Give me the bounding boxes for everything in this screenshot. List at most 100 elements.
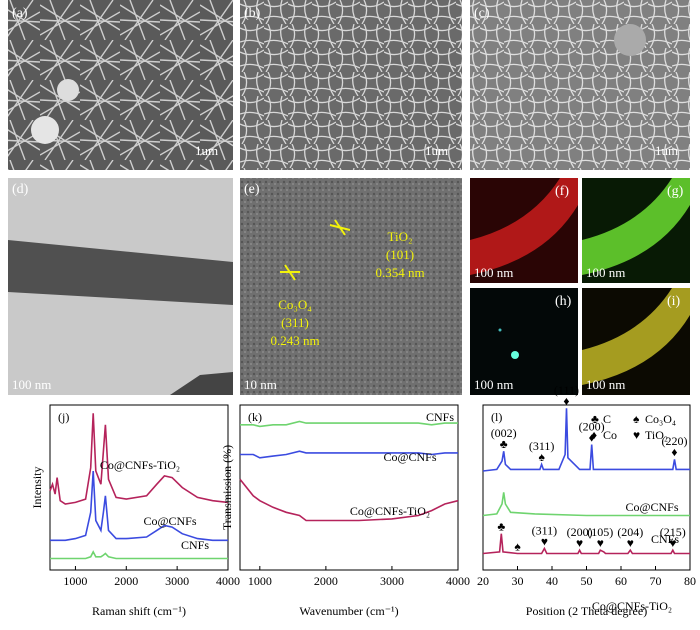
element-map [582,178,690,275]
x-tick-label: 3000 [165,574,189,588]
series-line [50,550,228,560]
peak-symbol: ♥ [627,536,634,550]
panel-label: (c) [474,6,490,21]
peak-label: (200) [567,525,593,539]
panel-label: (f) [555,184,569,199]
panel-label: (d) [12,182,29,197]
peak-symbol: ♣ [497,519,505,533]
series-line [482,533,690,555]
peak-symbol: ♥ [669,536,676,550]
series-label: Co@CNFs-TiO₂ [592,599,672,613]
legend-label: C [603,412,611,426]
panel-label: (j) [58,410,69,424]
annotation: 0.243 nm [270,333,319,348]
series-label: Co@CNFs [143,514,196,528]
x-axis-label: Position (2 Theta degree) [526,604,647,618]
x-tick-label: 4000 [216,574,240,588]
annotation: (311) [281,315,309,330]
element-map [498,328,502,332]
series-label: Co@CNFs-TiO₂ [100,458,180,472]
legend-label: Co₃O₄ [645,412,676,426]
annotation: Co₃O₄ [278,297,312,312]
series-line [482,492,690,517]
peak-label: (311) [532,523,558,537]
x-tick-label: 60 [615,574,627,588]
peak-symbol: ♦ [671,445,677,459]
particle [31,116,59,144]
nanofiber [170,372,233,395]
x-tick-label: 3000 [380,574,404,588]
series-label: Co@CNFs-TiO₂ [350,504,430,518]
x-tick-label: 2000 [114,574,138,588]
x-tick-label: 20 [477,574,489,588]
panel-label: (k) [248,410,262,424]
panel-label: (b) [244,6,261,21]
peak-label: (200) [579,419,605,433]
peak-label: (204) [617,525,643,539]
annotation: 0.354 nm [375,265,424,280]
x-tick-label: 4000 [446,574,470,588]
panel-label: (i) [667,294,681,309]
peak-label: (111) [554,383,579,397]
panel-label: (a) [12,6,28,21]
element-map [582,288,690,385]
x-tick-label: 1000 [248,574,272,588]
x-tick-label: 1000 [63,574,87,588]
particle [614,24,646,56]
x-tick-label: 2000 [314,574,338,588]
x-axis-label: Wavenumber (cm⁻¹) [299,604,398,618]
legend-label: TiO₂ [645,428,668,442]
series-line [50,470,228,542]
series-line [240,450,458,459]
micrographs [8,0,690,395]
peak-symbol: ♣ [500,437,508,451]
panel-label: (h) [555,294,572,309]
scale-bar: 1um [195,143,218,158]
peak-symbol: ♥ [576,536,583,550]
series-line [239,478,459,522]
peak-symbol: ♠ [514,539,521,553]
scale-bar: 100 nm [474,265,513,280]
x-tick-label: 50 [581,574,593,588]
peak-symbol: ♦ [563,394,569,408]
series-line [49,413,229,505]
sem-image [470,0,690,170]
scale-bar: 1um [425,143,448,158]
peak-label: (105) [587,525,613,539]
series-label: Co@CNFs [383,450,436,464]
scale-bar: 100 nm [586,377,625,392]
plot-frame [49,404,229,571]
y-axis-label: Intensity [30,467,44,509]
annotation: TiO₂ [387,229,412,244]
x-tick-label: 30 [512,574,524,588]
legend-symbol: ♥ [633,428,640,442]
peak-label: (215) [660,525,686,539]
series-label: CNFs [651,532,679,546]
particle [57,79,79,101]
nanofiber [8,240,233,305]
panel-label: (l) [491,410,502,424]
peak-symbol: ♠ [538,450,545,464]
scale-bar: 100 nm [586,265,625,280]
legend-symbol: ♠ [633,412,640,426]
plot-frame [239,404,459,571]
scale-bar: 100 nm [474,377,513,392]
sem-image [240,0,462,170]
series-line [240,420,458,428]
x-axis-label: Raman shift (cm⁻¹) [92,604,186,618]
series-label: Co@CNFs [625,500,678,514]
peak-symbol: ♥ [597,536,604,550]
panel-labels: (a) 1um (b) 1um (c) 1um (d) 100 nm (e) 1… [12,6,684,392]
annotation: (101) [386,247,414,262]
panel-label: (e) [244,182,260,197]
legend-label: Co [603,428,617,442]
scale-bar: 10 nm [244,377,277,392]
x-tick-label: 40 [546,574,558,588]
element-map [511,351,519,359]
series-label: CNFs [426,410,454,424]
peak-symbol: ♥ [541,534,548,548]
x-tick-label: 70 [650,574,662,588]
scale-bar: 100 nm [12,377,51,392]
legend-symbol: ♦ [591,428,597,442]
